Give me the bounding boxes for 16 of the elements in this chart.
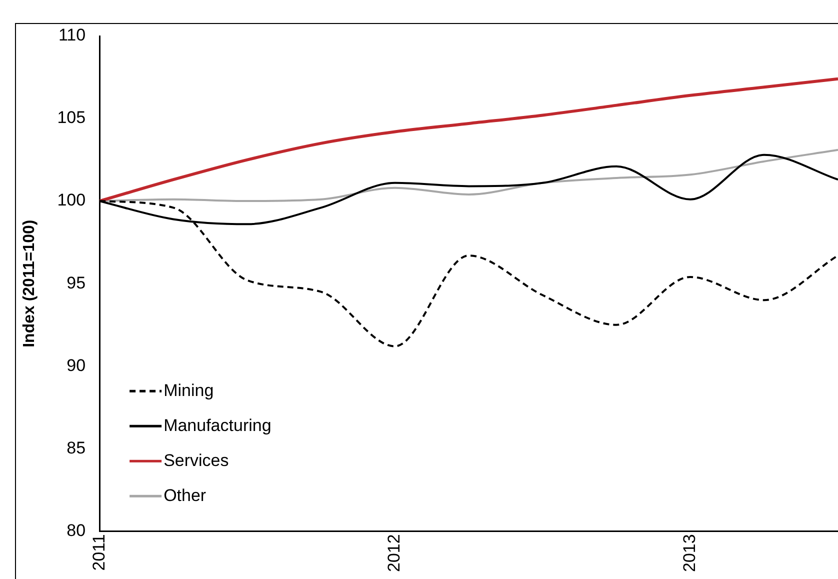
y-tick-label: 100 [57,190,86,210]
y-tick-label: 105 [57,108,86,128]
legend-label: Mining [164,380,214,400]
x-tick-label: 2012 [384,534,404,572]
legend-label: Manufacturing [164,416,272,435]
y-axis-title: Index (2011=100) [21,220,38,348]
y-tick-label: 85 [66,438,86,458]
y-tick-label: 90 [66,356,86,375]
y-tick-label: 95 [66,273,86,292]
y-tick-label: 110 [58,26,86,45]
line-series [100,77,838,203]
x-tick-label: 2011 [89,534,108,571]
legend-label: Other [164,486,206,505]
y-tick-label: 80 [66,520,86,540]
x-tick-label: 2013 [680,534,699,572]
legend-label: Services [164,450,229,470]
